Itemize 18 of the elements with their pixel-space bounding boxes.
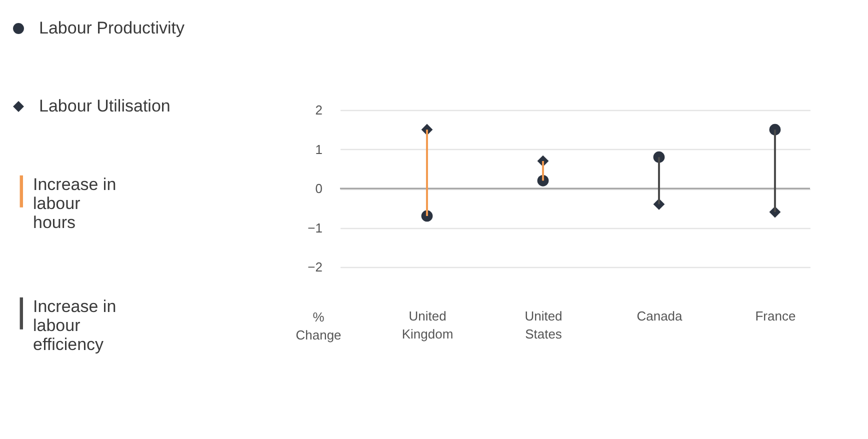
bar xyxy=(542,161,544,181)
y-tick-label: −1 xyxy=(308,220,322,236)
x-tick-label: Canada xyxy=(636,308,684,324)
legend-label: Increase in labour hours xyxy=(33,175,116,232)
x-tick-label: United Kingdom xyxy=(402,308,454,342)
y-axis-title: % Change xyxy=(296,310,342,342)
y-tick-label: 2 xyxy=(315,102,322,118)
y-tick-label: 0 xyxy=(315,181,322,196)
bar xyxy=(658,157,660,204)
legend-label: Labour Utilisation xyxy=(39,96,170,116)
legend-label: Labour Productivity xyxy=(39,18,186,38)
x-tick-label: United States xyxy=(524,308,562,342)
x-tick-label: France xyxy=(755,308,796,324)
legend-label: Increase in labour efficiency xyxy=(33,297,116,354)
y-tick-label: −2 xyxy=(308,260,322,274)
bar xyxy=(426,130,428,216)
y-tick-label: 1 xyxy=(315,142,322,157)
bar xyxy=(774,130,776,212)
